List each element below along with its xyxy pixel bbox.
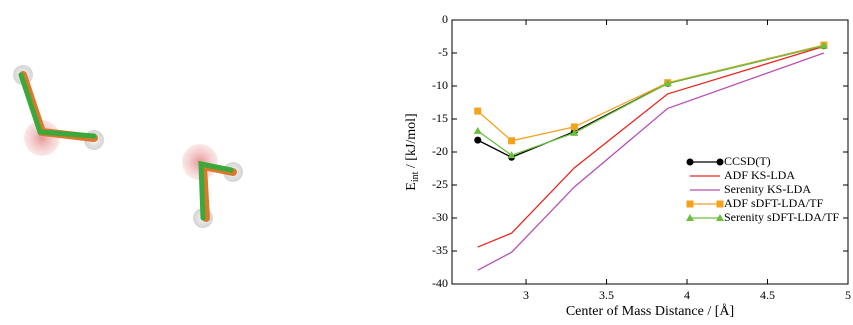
y-tick-label: -25	[432, 177, 448, 191]
x-axis-label: Center of Mass Distance / [Å]	[566, 303, 734, 319]
y-axis-label-sub: int	[410, 171, 421, 182]
series-line	[478, 53, 824, 270]
marker	[508, 137, 515, 144]
x-tick-label: 3.5	[599, 288, 614, 302]
legend-label: Serenity KS-LDA	[724, 182, 811, 196]
marker	[717, 159, 724, 166]
marker	[687, 159, 694, 166]
y-tick-label: -40	[432, 276, 448, 290]
x-tick-label: 5	[845, 288, 851, 302]
y-tick-label: -15	[432, 111, 448, 125]
marker	[474, 137, 481, 144]
figure: Center of Mass Distance / [Å] Eint / [kJ…	[0, 0, 853, 325]
y-tick-label: -10	[432, 78, 448, 92]
x-tick-label: 4	[684, 288, 690, 302]
y-tick-label: -30	[432, 210, 448, 224]
legend-label: ADF sDFT-LDA/TF	[724, 196, 824, 210]
y-axis-label-main: E	[404, 182, 419, 191]
y-axis-label-unit: / [kJ/mol]	[404, 113, 419, 171]
legend-label: Serenity sDFT-LDA/TF	[724, 210, 840, 224]
y-tick-label: -5	[438, 45, 448, 59]
x-tick-label: 3	[523, 288, 529, 302]
marker	[687, 201, 694, 208]
marker	[717, 201, 724, 208]
y-axis-label: Eint / [kJ/mol]	[404, 113, 421, 190]
marker	[474, 127, 482, 134]
molecule-illustration	[13, 65, 243, 228]
legend-label: CCSD(T)	[724, 154, 771, 168]
marker	[474, 108, 481, 115]
y-tick-label: -20	[432, 144, 448, 158]
legend-label: ADF KS-LDA	[724, 168, 795, 182]
y-tick-label: -35	[432, 243, 448, 257]
x-tick-label: 4.5	[760, 288, 775, 302]
y-tick-label: 0	[442, 12, 448, 26]
